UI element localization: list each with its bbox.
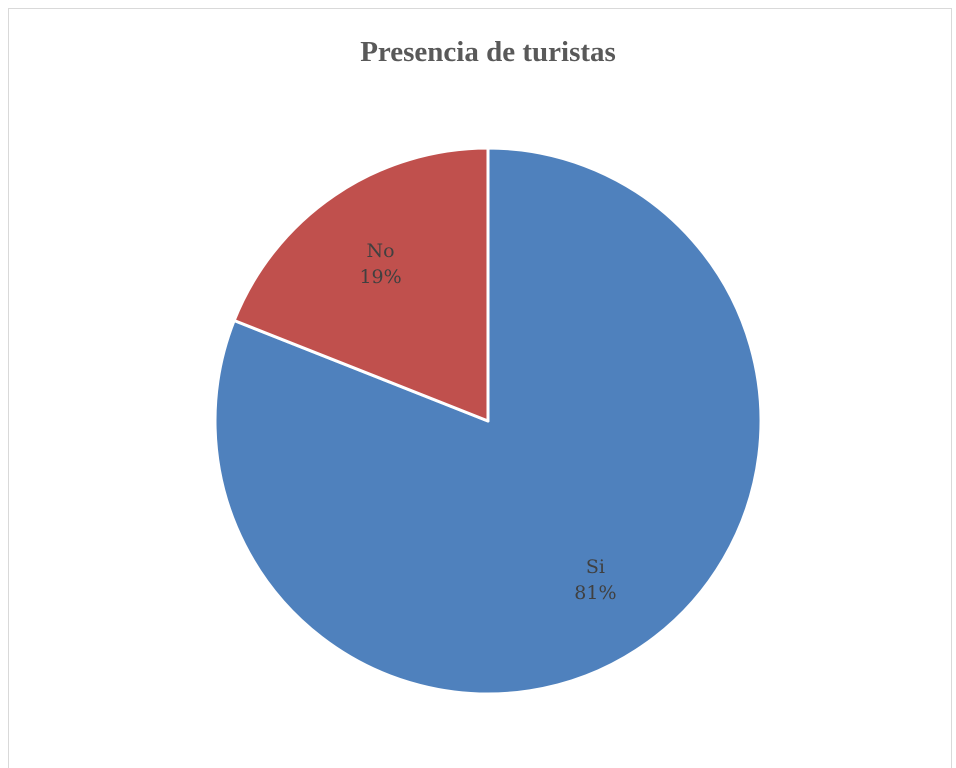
chart-title: Presencia de turistas (360, 36, 616, 68)
pie-slice-no (232, 146, 490, 423)
slice-label-si: Si (586, 556, 605, 578)
slice-percent-no: 19% (359, 266, 401, 288)
slice-percent-si: 81% (574, 582, 616, 604)
slice-label-no: No (367, 240, 395, 262)
